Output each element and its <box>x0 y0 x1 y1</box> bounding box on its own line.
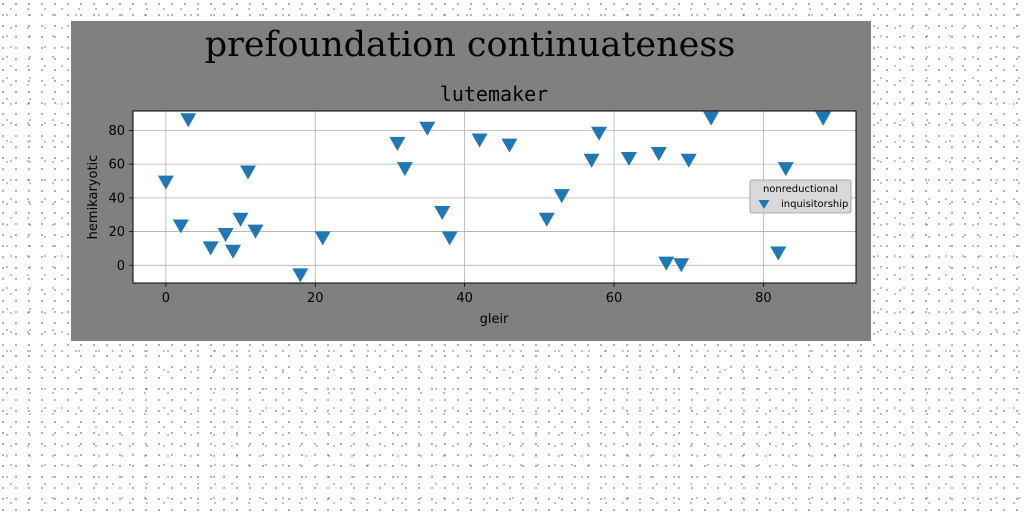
y-tick-label: 0 <box>117 259 125 274</box>
data-point <box>591 126 608 141</box>
data-point <box>247 224 264 239</box>
legend: nonreductional inquisitorship <box>749 179 852 214</box>
x-tick-label: 20 <box>307 291 324 306</box>
data-point <box>815 111 832 126</box>
legend-box <box>749 179 852 214</box>
data-point <box>225 244 242 259</box>
figure: prefoundation continuateness lutemaker 0… <box>71 21 871 341</box>
data-point <box>471 133 488 148</box>
y-tick-label: 60 <box>108 158 125 173</box>
data-point <box>389 136 406 151</box>
data-point <box>501 138 518 153</box>
data-point <box>703 111 720 126</box>
data-point <box>441 231 458 246</box>
data-point <box>434 206 451 221</box>
data-point <box>538 212 555 227</box>
grid-lines <box>133 111 856 283</box>
plot-area <box>133 111 856 283</box>
legend-marker-inquisitorship <box>758 200 770 209</box>
data-point <box>292 268 309 283</box>
y-tick-label: 80 <box>108 124 125 139</box>
x-tick-label: 80 <box>755 291 772 306</box>
x-tick-label: 0 <box>162 291 170 306</box>
data-point <box>180 113 197 128</box>
y-axis-label: hemikaryotic <box>86 155 101 240</box>
chart-suptitle: prefoundation continuateness <box>205 25 736 65</box>
axis-ticks: 0 20 40 60 80 0 20 40 60 80 <box>108 124 771 306</box>
data-point <box>419 121 436 136</box>
data-point <box>157 175 174 190</box>
data-point <box>650 147 667 161</box>
data-point <box>240 165 257 180</box>
data-point <box>620 152 637 167</box>
x-axis-label: gleir <box>480 312 509 327</box>
data-point <box>396 162 413 177</box>
legend-title: nonreductional <box>763 184 838 195</box>
data-point <box>680 153 697 168</box>
plot-frame <box>132 110 857 284</box>
data-point <box>172 219 189 234</box>
legend-label-inquisitorship: inquisitorship <box>781 199 848 210</box>
data-point <box>777 162 794 177</box>
chart-canvas: prefoundation continuateness lutemaker 0… <box>71 21 871 341</box>
y-tick-label: 40 <box>108 191 125 206</box>
data-point <box>673 258 690 273</box>
data-point <box>770 246 787 261</box>
data-point <box>314 231 331 246</box>
data-points <box>157 111 832 283</box>
data-point <box>553 189 570 204</box>
data-point <box>232 212 249 227</box>
data-point <box>658 256 675 271</box>
y-tick-label: 20 <box>108 225 125 240</box>
data-point <box>217 227 234 242</box>
chart-title: lutemaker <box>440 82 548 106</box>
data-point <box>583 153 600 168</box>
x-tick-label: 60 <box>606 291 623 306</box>
x-tick-label: 40 <box>456 291 473 306</box>
data-point <box>202 241 219 256</box>
